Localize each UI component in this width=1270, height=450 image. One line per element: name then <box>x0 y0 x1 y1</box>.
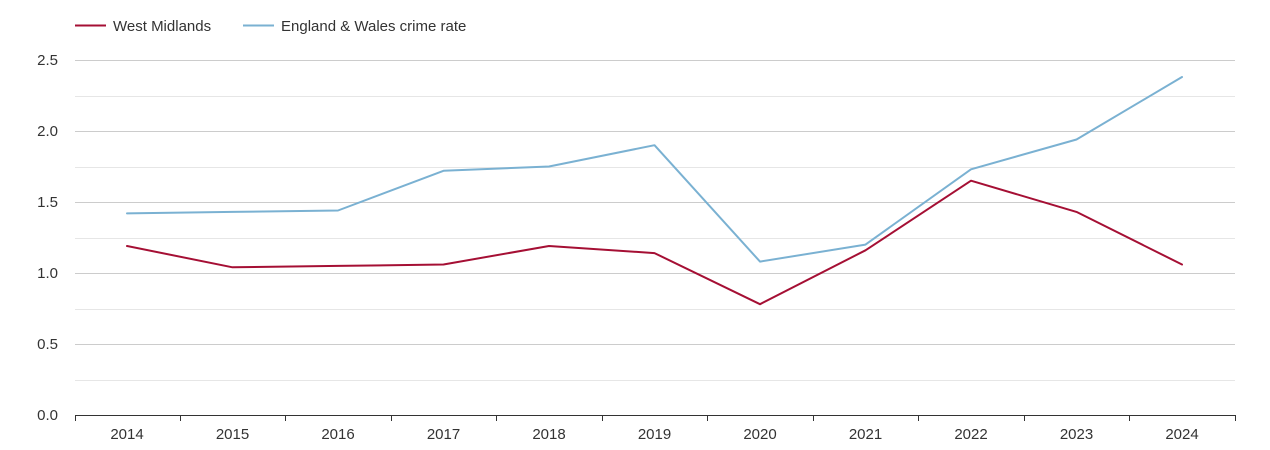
x-axis: 2014 2015 2016 2017 2018 2019 2020 2021 2022 2023… <box>75 415 1236 443</box>
x-tick-label: 2024 <box>1165 426 1198 443</box>
series-line-west-midlands <box>126 179 1183 306</box>
y-tick-label: 0.5 <box>37 336 58 353</box>
series-line-england-wales <box>126 76 1183 263</box>
y-axis: 0.0 0.5 1.0 1.5 2.0 2.5 <box>37 52 58 424</box>
x-tick-label: 2018 <box>532 426 565 443</box>
legend-label-west-midlands: West Midlands <box>113 18 211 35</box>
x-tick-label: 2016 <box>321 426 354 443</box>
x-tick-label: 2022 <box>954 426 987 443</box>
x-tick-label: 2017 <box>427 426 460 443</box>
x-tick-label: 2015 <box>216 426 249 443</box>
x-tick-label: 2020 <box>743 426 776 443</box>
x-tick-label: 2014 <box>110 426 143 443</box>
gridlines <box>75 60 1235 381</box>
legend-label-england-wales: England & Wales crime rate <box>281 18 466 35</box>
series-lines <box>126 76 1183 306</box>
legend-item-west-midlands[interactable]: West Midlands <box>75 18 211 35</box>
y-tick-label: 2.5 <box>37 52 58 69</box>
y-tick-label: 1.5 <box>37 194 58 211</box>
legend-item-england-wales[interactable]: England & Wales crime rate <box>243 18 466 35</box>
y-tick-label: 2.0 <box>37 123 58 140</box>
x-tick-label: 2021 <box>849 426 882 443</box>
x-tick-label: 2023 <box>1060 426 1093 443</box>
legend: West Midlands England & Wales crime rate <box>75 18 466 35</box>
x-tick-label: 2019 <box>638 426 671 443</box>
y-tick-label: 1.0 <box>37 265 58 282</box>
y-tick-label: 0.0 <box>37 407 58 424</box>
